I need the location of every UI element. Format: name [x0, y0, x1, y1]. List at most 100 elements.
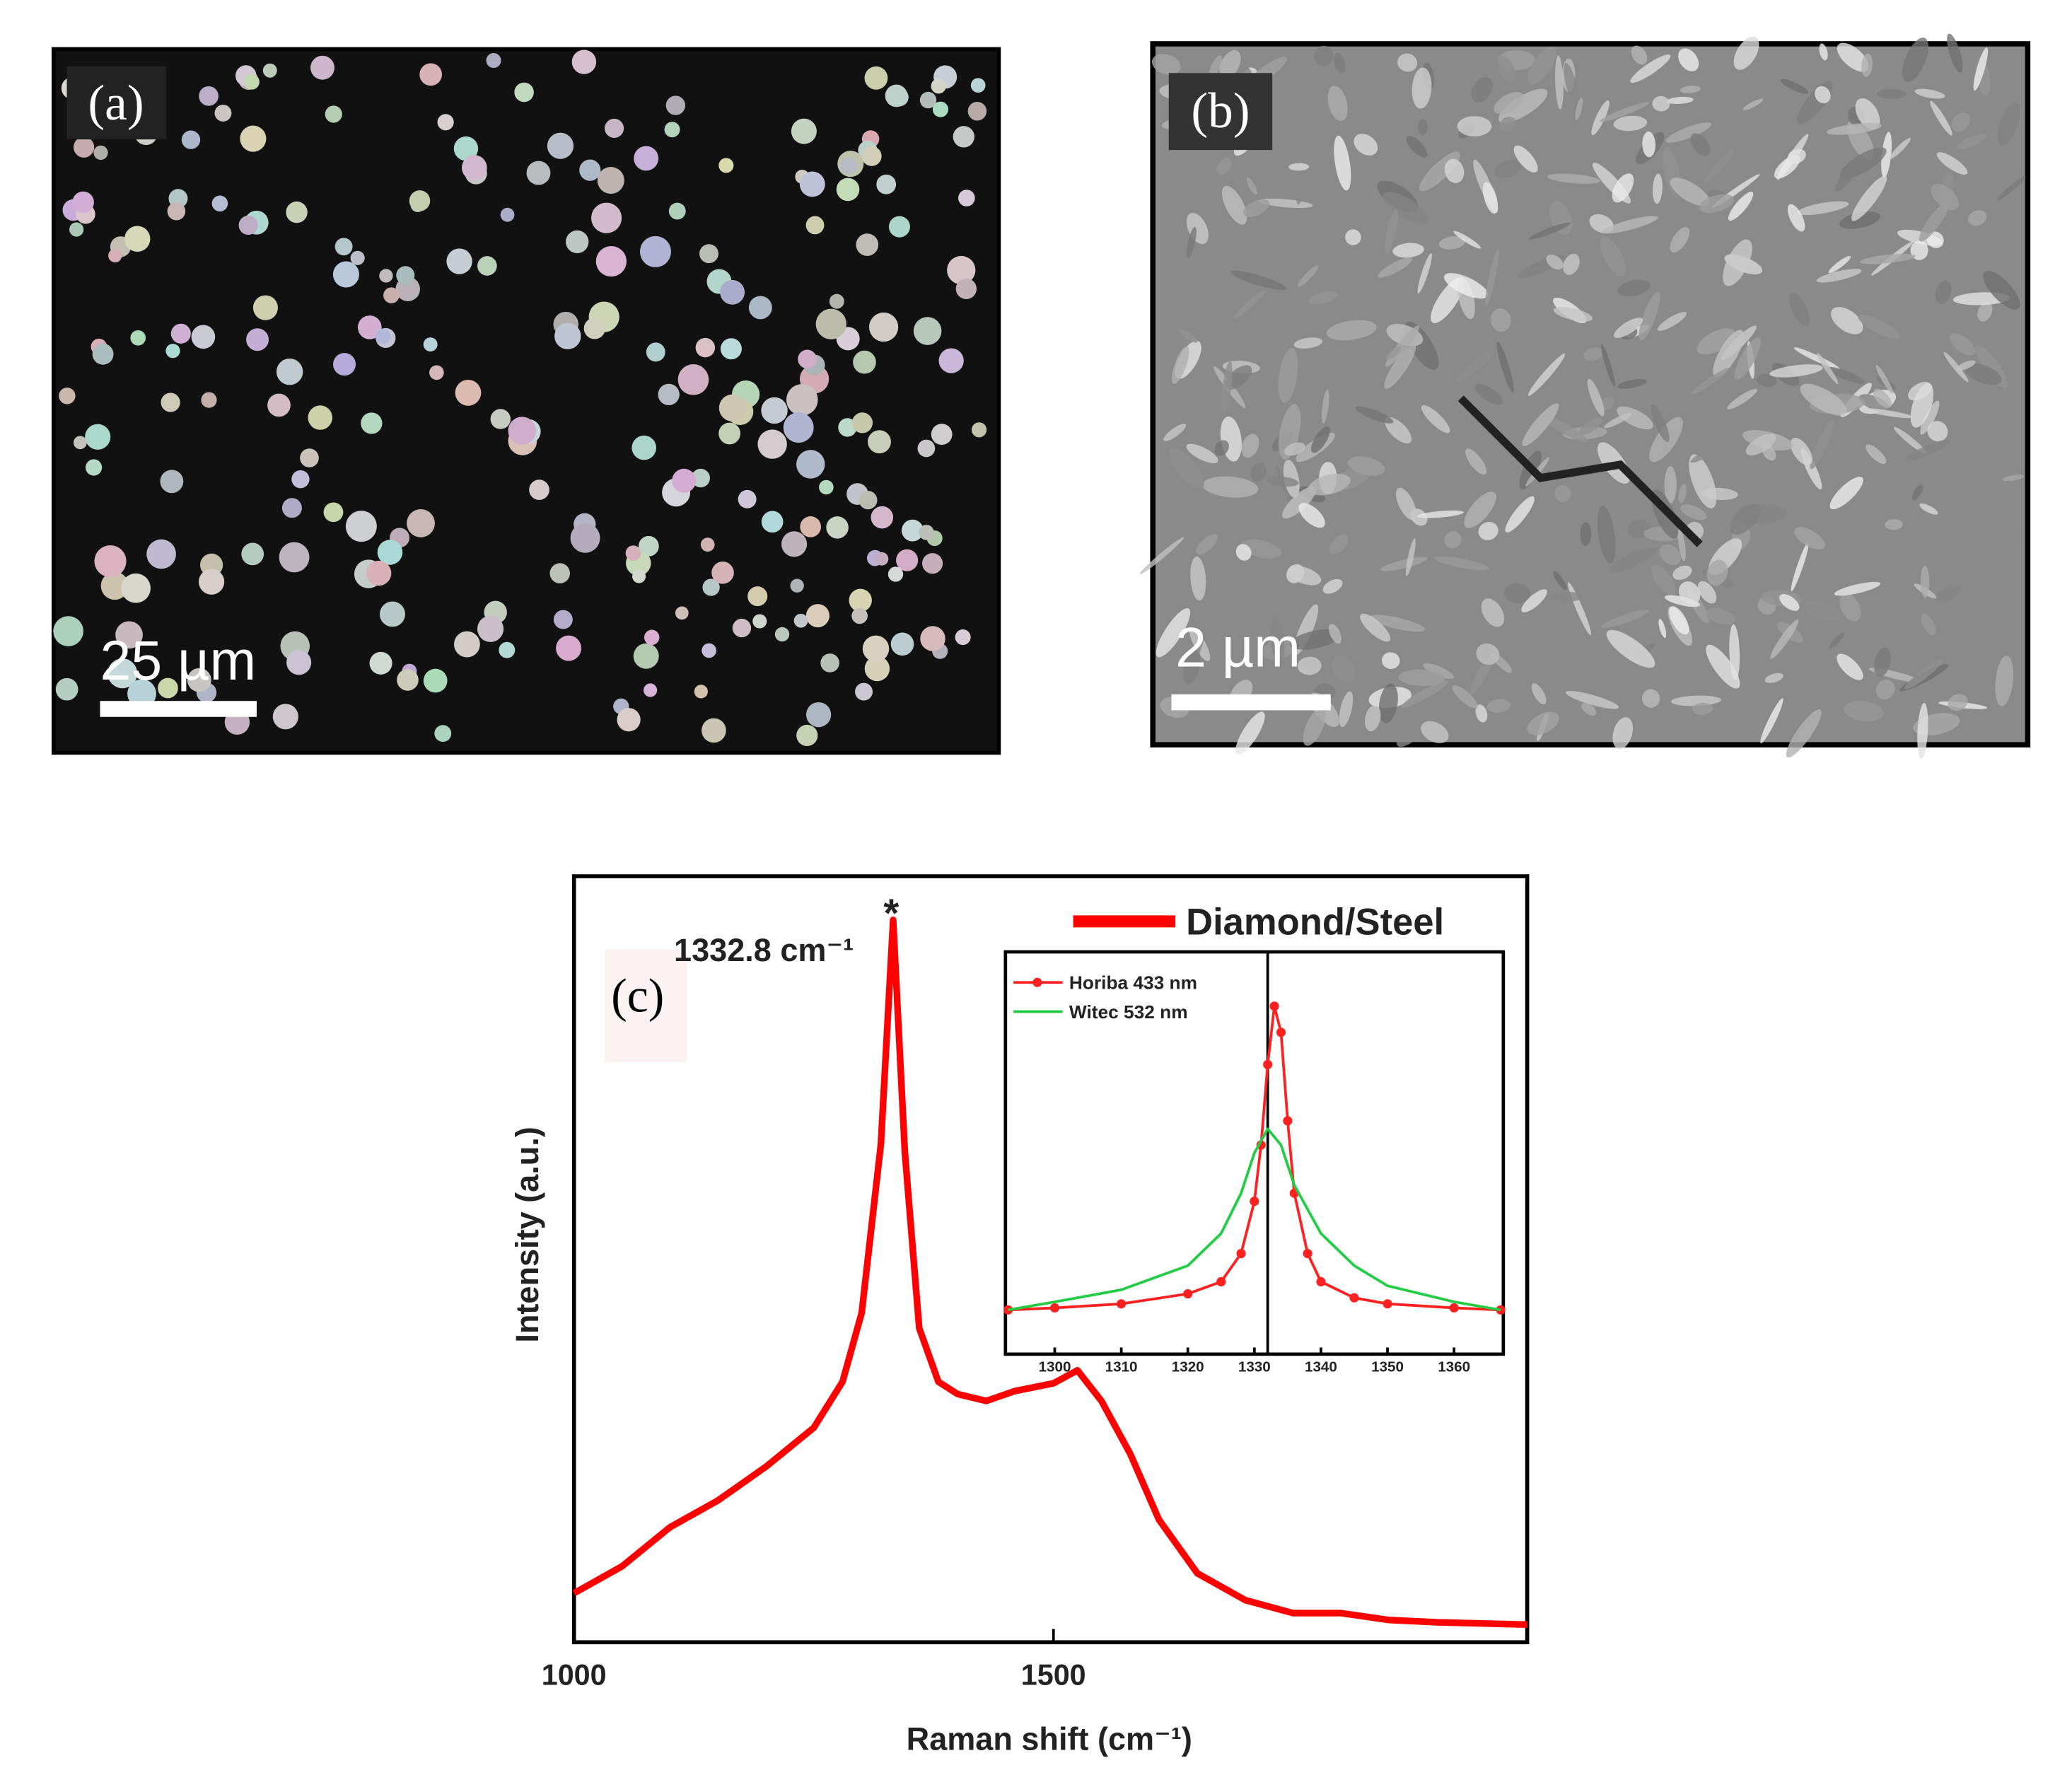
- texture: [1197, 626, 1205, 654]
- texture: [1546, 254, 1564, 270]
- texture: [1250, 462, 1267, 482]
- texture: [1381, 652, 1400, 669]
- texture: [1921, 613, 1936, 636]
- label-box: [1168, 73, 1273, 151]
- texture: [1779, 594, 1800, 611]
- x-axis-label: Raman shift (cm⁻¹): [907, 1721, 1192, 1757]
- texture: [1875, 679, 1895, 700]
- texture: [1876, 88, 1907, 99]
- texture: [1397, 53, 1418, 72]
- texture: [1378, 257, 1413, 278]
- texture: [1745, 433, 1776, 455]
- texture: [1139, 537, 1185, 575]
- particle: [864, 66, 888, 90]
- particle: [286, 650, 312, 675]
- particle: [665, 95, 686, 115]
- texture: [1828, 255, 1851, 274]
- texture: [1816, 269, 1862, 283]
- texture: [1434, 556, 1489, 571]
- texture: [1873, 389, 1892, 408]
- particle: [423, 337, 438, 352]
- texture: [1677, 528, 1686, 561]
- texture: [1475, 704, 1488, 723]
- marker: [1269, 1001, 1279, 1011]
- particle: [675, 606, 689, 620]
- marker: [1349, 1293, 1359, 1303]
- particle: [617, 708, 641, 732]
- texture: [1791, 542, 1809, 592]
- legend-label: Horiba 433 nm: [1069, 972, 1197, 994]
- texture: [1452, 685, 1478, 709]
- particle: [796, 724, 818, 747]
- particle: [864, 656, 890, 682]
- texture: [1706, 644, 1740, 689]
- particle: [862, 635, 890, 662]
- texture: [1355, 406, 1394, 424]
- texture: [1606, 629, 1655, 668]
- particle: [638, 535, 659, 557]
- texture: [1658, 619, 1667, 639]
- texture: [1613, 115, 1648, 132]
- texture: [1639, 291, 1660, 341]
- texture: [1858, 314, 1901, 339]
- particle: [160, 470, 184, 494]
- x-tick-label: 1320: [1172, 1358, 1204, 1375]
- particle: [124, 226, 151, 252]
- texture: [1701, 487, 1738, 501]
- texture: [1794, 527, 1825, 550]
- texture: [1797, 201, 1849, 216]
- particle: [700, 537, 715, 552]
- texture: [1839, 593, 1861, 622]
- particle: [720, 338, 742, 360]
- texture: [1179, 329, 1198, 343]
- texture: [1221, 361, 1233, 412]
- particle: [477, 615, 504, 642]
- particle: [279, 542, 310, 573]
- marker: [1496, 1305, 1506, 1315]
- texture: [1829, 477, 1863, 510]
- panel-label: (c): [611, 970, 664, 1023]
- particle: [947, 255, 976, 285]
- particle: [198, 569, 225, 595]
- crack: [1457, 395, 1703, 547]
- texture: [1948, 694, 1968, 711]
- particle: [805, 216, 825, 235]
- texture: [1202, 476, 1259, 498]
- texture: [1444, 158, 1465, 183]
- texture: [1815, 86, 1831, 104]
- particle: [658, 383, 680, 406]
- texture: [1216, 158, 1232, 175]
- particle: [888, 216, 910, 238]
- texture: [1214, 440, 1229, 456]
- particle: [499, 641, 516, 658]
- particle: [158, 677, 178, 699]
- particle: [732, 618, 752, 638]
- particle: [514, 82, 534, 103]
- texture: [1612, 717, 1634, 750]
- texture: [1614, 318, 1643, 338]
- particle: [553, 610, 573, 629]
- texture: [1885, 518, 1903, 530]
- texture: [1670, 227, 1690, 253]
- particle: [73, 136, 95, 158]
- particle: [325, 105, 342, 123]
- texture: [1730, 504, 1761, 535]
- texture: [1522, 403, 1559, 446]
- texture: [1327, 86, 1348, 122]
- particle: [350, 250, 365, 265]
- texture: [1947, 33, 1963, 73]
- particle: [397, 669, 419, 691]
- particle: [800, 516, 822, 537]
- texture: [1664, 466, 1677, 504]
- texture: [1347, 456, 1385, 476]
- particle: [672, 468, 697, 493]
- particle: [396, 266, 415, 285]
- particle: [332, 261, 359, 288]
- particle: [423, 668, 448, 693]
- particle: [252, 295, 278, 320]
- texture: [1591, 100, 1610, 136]
- texture: [1308, 473, 1351, 496]
- particle: [361, 412, 383, 434]
- texture: [1930, 100, 1952, 136]
